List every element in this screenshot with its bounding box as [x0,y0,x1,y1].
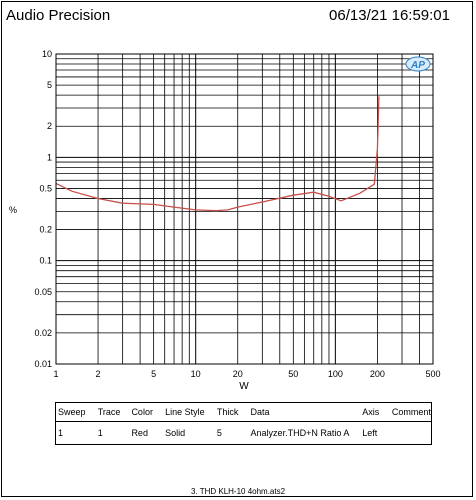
grid-lines [55,53,434,365]
table-cell: 1 [54,421,96,445]
column-header: Sweep [54,402,96,422]
table-cell: Red [129,421,164,445]
x-tick-label: 2 [96,369,101,379]
column-header: Trace [95,402,130,422]
sweep-table: Sweep Trace Color Line Style Thick Data Axis Co… [54,402,432,445]
y-axis-label: % [9,205,17,215]
timestamp: 06/13/21 16:59:01 [329,7,450,24]
y-tick-label: 0.2 [39,225,52,235]
y-tick-label: 0.05 [34,287,52,297]
ap-logo: AP [405,56,431,72]
x-tick-label: 500 [425,369,440,379]
column-header: Comment [389,402,432,422]
x-tick-label: 100 [328,369,343,379]
column-header: Axis [360,402,390,422]
y-tick-label: 1 [47,152,52,162]
column-header: Line Style [163,402,215,422]
table-cell [389,421,432,445]
x-axis-label: W [239,381,249,392]
column-header: Color [129,402,164,422]
y-tick-label: 0.02 [34,328,52,338]
x-tick-label: 1 [53,369,58,379]
y-tick-label: 5 [47,80,52,90]
x-tick-label: 10 [191,369,201,379]
sweep-table-header: Sweep Trace Color Line Style Thick Data Axis Co… [54,402,432,422]
table-cell: 5 [214,421,249,445]
x-tick-labels: 1 2 5 10 20 50 100 200 500 [53,369,440,379]
y-tick-labels: 10 5 2 1 0.5 0.2 0.1 0.05 0.02 0.01 [34,49,52,369]
y-tick-label: 0.1 [39,256,52,266]
y-tick-label: 10 [42,49,52,59]
sweep-table-row: 1 1 Red Solid 5 Analyzer.THD+N Ratio A Left [54,421,432,445]
table-cell: Solid [163,421,215,445]
plot-border [55,53,434,365]
table-cell: Left [360,421,390,445]
x-tick-label: 20 [233,369,243,379]
series-line [55,96,380,212]
x-tick-label: 5 [151,369,156,379]
table-cell: Analyzer.THD+N Ratio A [248,421,361,445]
column-header: Data [248,402,361,422]
filename: 3. THD KLH-10 4ohm.ats2 [190,487,286,496]
x-tick-label: 50 [288,369,298,379]
y-tick-label: 0.5 [39,183,52,193]
y-tick-label: 2 [47,121,52,131]
x-tick-label: 200 [370,369,385,379]
table-cell: 1 [95,421,130,445]
y-tick-label: 0.01 [34,359,52,369]
column-header: Thick [214,402,249,422]
ap-logo-text: AP [410,60,425,71]
brand-title: Audio Precision [6,7,111,24]
thd-chart: 10 5 2 1 0.5 0.2 0.1 0.05 0.02 0.01 1 2 5 10 20 50 100 2… [9,49,441,392]
